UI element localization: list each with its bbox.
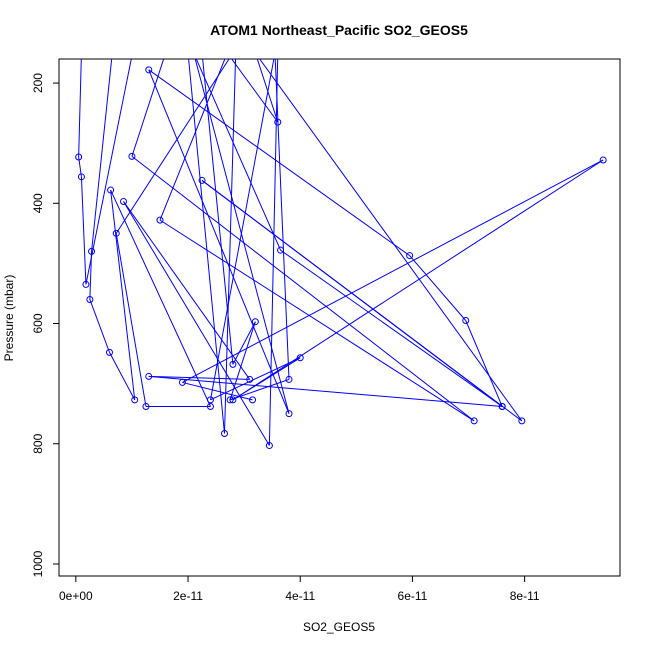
- series-segment: [115, 59, 230, 234]
- data-point: [274, 118, 282, 126]
- series-lines: [78, 0, 604, 446]
- x-axis-label: SO2_GEOS5: [303, 620, 375, 634]
- chart-title: ATOM1 Northeast_Pacific SO2_GEOS5: [210, 22, 468, 38]
- series-segment: [110, 189, 211, 407]
- series-segment: [112, 0, 143, 53]
- series-segment: [182, 159, 604, 383]
- data-point: [142, 402, 150, 410]
- data-point: [518, 417, 526, 425]
- x-tick-label: 4e-11: [285, 589, 315, 603]
- data-point: [265, 442, 273, 450]
- data-point: [145, 372, 153, 380]
- series-segment: [209, 59, 275, 400]
- series-segment: [148, 375, 250, 380]
- series-markers: [75, 66, 607, 450]
- data-point: [285, 410, 293, 418]
- data-point: [77, 173, 85, 181]
- series-segment: [123, 201, 270, 446]
- series-segment: [80, 176, 87, 285]
- series-segment: [89, 299, 110, 353]
- series-segment: [109, 352, 136, 401]
- series-segment: [201, 180, 503, 407]
- data-point: [285, 375, 293, 383]
- y-axis-label: Pressure (mbar): [2, 275, 16, 362]
- data-point: [75, 153, 83, 161]
- data-point: [156, 216, 164, 224]
- series-segment: [131, 155, 475, 422]
- plot-frame: [58, 58, 621, 577]
- series-segment: [229, 321, 256, 401]
- y-tick-label: 600: [31, 313, 45, 333]
- data-point: [249, 396, 257, 404]
- series-segment: [268, 59, 279, 446]
- x-tick-label: 2e-11: [173, 589, 203, 603]
- series-segment: [159, 219, 475, 422]
- data-point: [296, 354, 304, 362]
- series-segment: [202, 59, 234, 365]
- series-segment: [159, 59, 226, 221]
- series-segment: [465, 320, 503, 407]
- series-segment: [188, 59, 225, 434]
- data-point: [226, 396, 234, 404]
- series-segment: [256, 59, 279, 123]
- series-segment: [259, 59, 523, 422]
- series-segment: [91, 59, 113, 252]
- series-segment: [115, 233, 147, 407]
- data-point: [82, 280, 90, 288]
- data-point: [277, 246, 285, 254]
- data-point: [86, 295, 94, 303]
- data-point: [145, 66, 153, 74]
- x-tick-label: 6e-11: [398, 589, 428, 603]
- data-point: [120, 197, 128, 205]
- y-tick-label: 200: [31, 73, 45, 93]
- series-segment: [85, 59, 132, 285]
- series-segment: [182, 381, 253, 401]
- x-tick-label: 0e+00: [59, 589, 93, 603]
- series-segment: [274, 59, 290, 380]
- data-point: [88, 247, 96, 255]
- series-segment: [232, 159, 604, 401]
- data-point: [251, 318, 259, 326]
- y-tick-label: 1000: [31, 550, 45, 577]
- data-point: [131, 396, 139, 404]
- series-segment: [223, 59, 237, 434]
- data-point: [599, 156, 607, 164]
- data-point: [198, 176, 206, 184]
- x-tick-label: 8e-11: [510, 589, 540, 603]
- data-point: [112, 229, 120, 237]
- data-point: [128, 152, 136, 160]
- series-segment: [280, 249, 503, 407]
- series-segment: [78, 59, 82, 158]
- x-axis: 0e+00 2e-11 4e-11 6e-11 8e-11: [59, 575, 540, 603]
- data-point: [229, 396, 237, 404]
- data-point: [107, 186, 115, 194]
- data-point: [105, 348, 113, 356]
- series-segment: [131, 59, 165, 157]
- data-point: [206, 396, 214, 404]
- data-point: [462, 317, 470, 325]
- y-tick-label: 800: [31, 433, 45, 453]
- data-point: [229, 360, 237, 368]
- series-segment: [148, 69, 290, 414]
- data-point: [246, 375, 254, 383]
- y-axis: 200 400 600 800 1000: [31, 73, 60, 577]
- series-segment: [232, 321, 256, 365]
- data-point: [206, 402, 214, 410]
- y-tick-label: 400: [31, 193, 45, 213]
- series-segment: [195, 59, 282, 251]
- data-point: [220, 430, 228, 438]
- series-segment: [123, 201, 251, 380]
- data-point: [470, 417, 478, 425]
- series-segment: [110, 189, 136, 400]
- series-segment: [409, 255, 467, 321]
- series-segment: [148, 375, 503, 407]
- data-point: [498, 402, 506, 410]
- series-segment: [89, 251, 93, 300]
- data-point: [178, 378, 186, 386]
- data-point: [406, 252, 414, 260]
- series-segment: [148, 69, 410, 256]
